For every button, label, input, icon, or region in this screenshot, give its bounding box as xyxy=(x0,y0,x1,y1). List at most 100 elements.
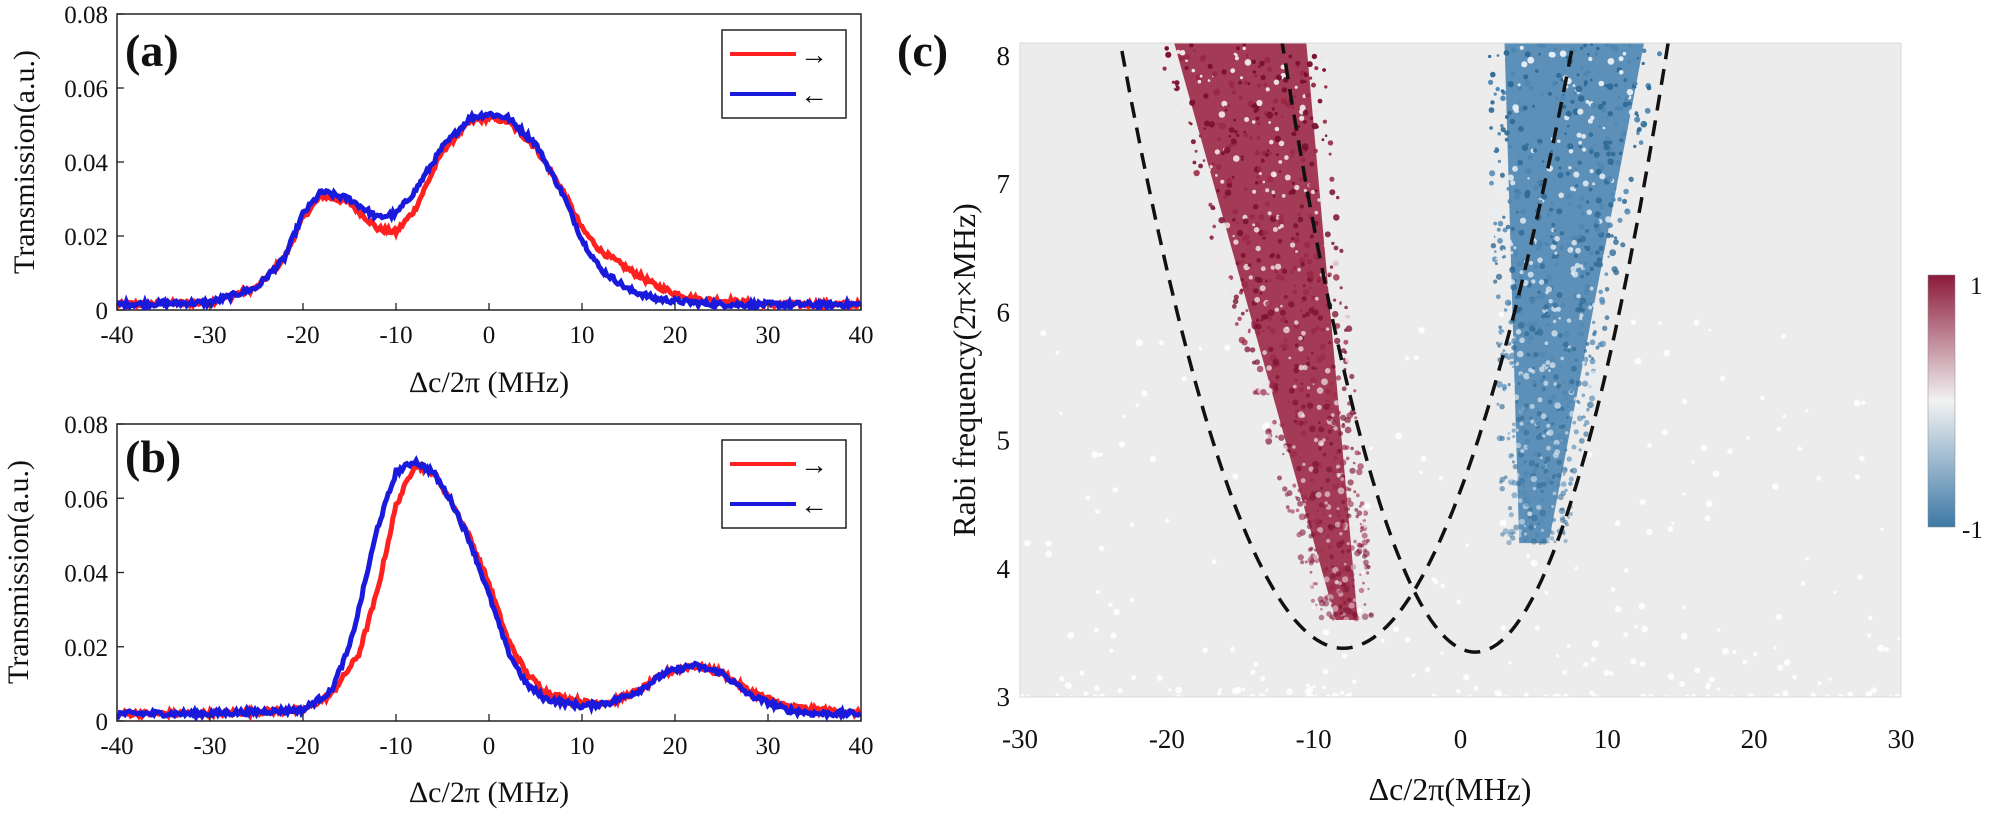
region-texture-dot xyxy=(1568,476,1574,482)
region-texture-dot xyxy=(1512,464,1518,470)
region-texture-dot xyxy=(1288,443,1292,447)
background-speck xyxy=(1352,679,1357,684)
panel-c-background xyxy=(1020,43,1901,697)
region-texture-dot xyxy=(1542,363,1546,368)
region-texture-dot xyxy=(1588,132,1594,138)
region-texture-dot xyxy=(1625,142,1629,146)
region-texture-dot xyxy=(1596,257,1603,263)
x-tick-label: -10 xyxy=(379,733,412,760)
region-texture-dot xyxy=(1504,115,1509,119)
panel-a-label: (a) xyxy=(125,25,179,76)
region-texture-dot xyxy=(1534,295,1539,300)
region-texture-dot xyxy=(1304,560,1308,564)
region-texture-dot xyxy=(1552,491,1557,496)
region-texture-dot xyxy=(1342,317,1349,324)
region-texture-dot xyxy=(1344,416,1351,424)
region-texture-dot xyxy=(1295,61,1301,66)
panel-a-legend-box xyxy=(721,29,847,119)
region-texture-dot xyxy=(1508,528,1515,535)
region-texture-dot xyxy=(1302,120,1307,124)
region-texture-dot xyxy=(1245,240,1252,246)
region-texture-dot xyxy=(1207,168,1212,172)
region-texture-dot xyxy=(1607,255,1610,258)
background-speck xyxy=(1590,656,1596,662)
region-texture-dot xyxy=(1282,452,1285,456)
background-speck xyxy=(1680,633,1688,640)
region-texture-dot xyxy=(1593,143,1597,146)
background-speck xyxy=(1306,686,1314,693)
region-texture-dot xyxy=(1258,213,1265,221)
panel-c-x-ticks: -30 -20 -10 0 10 20 30 xyxy=(1002,724,1915,754)
region-texture-dot xyxy=(1594,219,1600,225)
region-texture-dot xyxy=(1360,476,1363,480)
region-texture-dot xyxy=(1566,243,1569,246)
region-texture-dot xyxy=(1308,583,1313,589)
region-texture-dot xyxy=(1570,266,1577,272)
region-texture-dot xyxy=(1512,360,1517,365)
region-texture-dot xyxy=(1310,327,1317,334)
region-texture-dot xyxy=(1610,192,1615,196)
region-texture-dot xyxy=(1363,550,1370,558)
x-tick-label: -20 xyxy=(1149,724,1185,754)
y-tick-label: 0.06 xyxy=(64,76,108,103)
region-texture-dot xyxy=(1243,186,1248,191)
region-texture-dot xyxy=(1576,144,1580,148)
panel-c-negative-region xyxy=(1504,43,1645,544)
region-texture-dot xyxy=(1528,524,1535,531)
region-texture-dot xyxy=(1194,149,1198,153)
background-speck xyxy=(1694,667,1701,674)
panel-c-frame xyxy=(1019,42,1902,698)
region-texture-dot xyxy=(1610,234,1614,238)
region-texture-dot xyxy=(1259,285,1266,292)
region-texture-dot xyxy=(1312,553,1320,560)
background-speck xyxy=(1774,693,1780,697)
region-texture-dot xyxy=(1329,554,1335,560)
region-texture-dot xyxy=(1495,294,1501,300)
region-texture-dot xyxy=(1355,493,1360,498)
region-texture-dot xyxy=(1549,480,1554,485)
region-texture-dot xyxy=(1349,373,1355,380)
region-texture-dot xyxy=(1504,137,1509,142)
region-texture-dot xyxy=(1302,502,1307,507)
region-texture-dot xyxy=(1556,482,1561,488)
region-texture-dot xyxy=(1353,389,1357,393)
region-texture-dot xyxy=(1550,149,1553,153)
region-texture-dot xyxy=(1323,576,1330,583)
region-texture-dot xyxy=(1566,456,1572,462)
region-texture-dot xyxy=(1322,513,1325,516)
region-texture-dot xyxy=(1568,512,1573,516)
region-texture-dot xyxy=(1248,328,1251,332)
region-texture-dot xyxy=(1340,483,1346,489)
region-texture-dot xyxy=(1337,448,1342,453)
background-speck xyxy=(1055,692,1059,697)
region-texture-dot xyxy=(1544,456,1551,463)
region-texture-dot xyxy=(1179,55,1185,62)
region-texture-dot xyxy=(1280,115,1284,118)
region-texture-dot xyxy=(1521,61,1528,68)
region-texture-dot xyxy=(1326,283,1331,287)
region-texture-dot xyxy=(1519,45,1524,50)
background-speck xyxy=(1868,615,1873,621)
region-texture-dot xyxy=(1551,80,1557,87)
region-texture-dot xyxy=(1618,70,1624,75)
region-texture-dot xyxy=(1284,155,1289,160)
region-texture-dot xyxy=(1269,328,1276,335)
region-texture-dot xyxy=(1318,426,1325,433)
background-speck xyxy=(1045,540,1052,547)
region-texture-dot xyxy=(1611,266,1618,273)
region-texture-dot xyxy=(1555,96,1559,100)
region-texture-dot xyxy=(1583,431,1589,437)
region-texture-dot xyxy=(1620,130,1627,137)
region-texture-dot xyxy=(1334,361,1340,367)
region-texture-dot xyxy=(1286,326,1289,330)
background-speck xyxy=(1634,357,1642,365)
x-tick-label: 0 xyxy=(1454,724,1468,754)
panel-c-negative-texture xyxy=(1488,43,1662,546)
region-texture-dot xyxy=(1306,61,1313,68)
region-texture-dot xyxy=(1335,375,1342,381)
region-texture-dot xyxy=(1562,341,1569,348)
region-texture-dot xyxy=(1574,358,1578,362)
region-texture-dot xyxy=(1362,581,1365,585)
region-texture-dot xyxy=(1522,490,1528,496)
region-texture-dot xyxy=(1253,227,1260,233)
